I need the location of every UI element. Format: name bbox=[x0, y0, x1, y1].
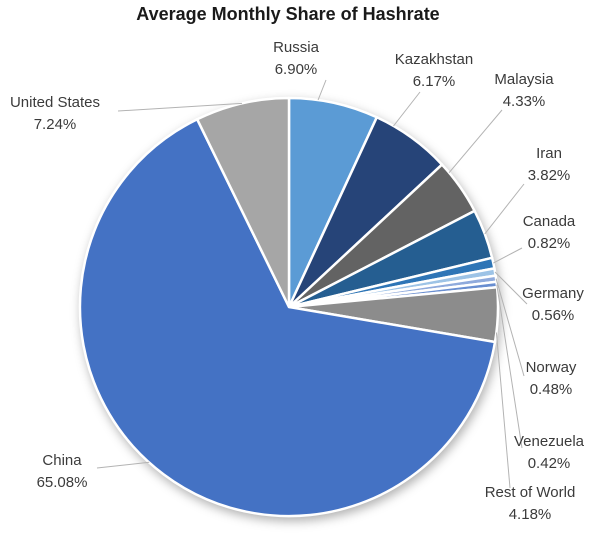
slice-label-germany: Germany 0.56% bbox=[522, 285, 584, 324]
leader-line-canada bbox=[493, 247, 523, 264]
leader-line-iran bbox=[484, 183, 525, 235]
slice-label-norway: Norway 0.48% bbox=[526, 359, 577, 398]
leader-line-rest-of-world bbox=[495, 332, 511, 489]
slice-label-kazakhstan: Kazakhstan 6.17% bbox=[395, 51, 473, 90]
leader-lines bbox=[96, 79, 528, 489]
leader-line-russia bbox=[317, 79, 327, 101]
pie-slice-china bbox=[78, 118, 497, 518]
slice-label-united-states: United States 7.24% bbox=[10, 94, 100, 133]
pie-slices bbox=[78, 96, 500, 518]
slice-label-rest-of-world: Rest of World 4.18% bbox=[485, 484, 576, 523]
leader-line-germany bbox=[494, 271, 528, 305]
chart-title: Average Monthly Share of Hashrate bbox=[136, 4, 439, 24]
slice-label-malaysia: Malaysia 4.33% bbox=[494, 71, 554, 110]
slice-label-canada: Canada 0.82% bbox=[523, 213, 576, 252]
slice-label-venezuela: Venezuela 0.42% bbox=[514, 433, 585, 472]
slice-labels: Russia 6.90% Kazakhstan 6.17% Malaysia 4.33% I… bbox=[10, 39, 585, 523]
leader-line-china bbox=[96, 461, 150, 469]
leader-line-united-states bbox=[117, 102, 243, 112]
slice-label-china: China 65.08% bbox=[37, 452, 88, 491]
leader-line-malaysia bbox=[448, 109, 503, 174]
leader-line-kazakhstan bbox=[393, 91, 421, 127]
slice-label-iran: Iran 3.82% bbox=[528, 145, 571, 184]
slice-label-russia: Russia 6.90% bbox=[273, 39, 320, 78]
leader-line-norway bbox=[495, 278, 525, 377]
leader-line-venezuela bbox=[496, 284, 523, 449]
